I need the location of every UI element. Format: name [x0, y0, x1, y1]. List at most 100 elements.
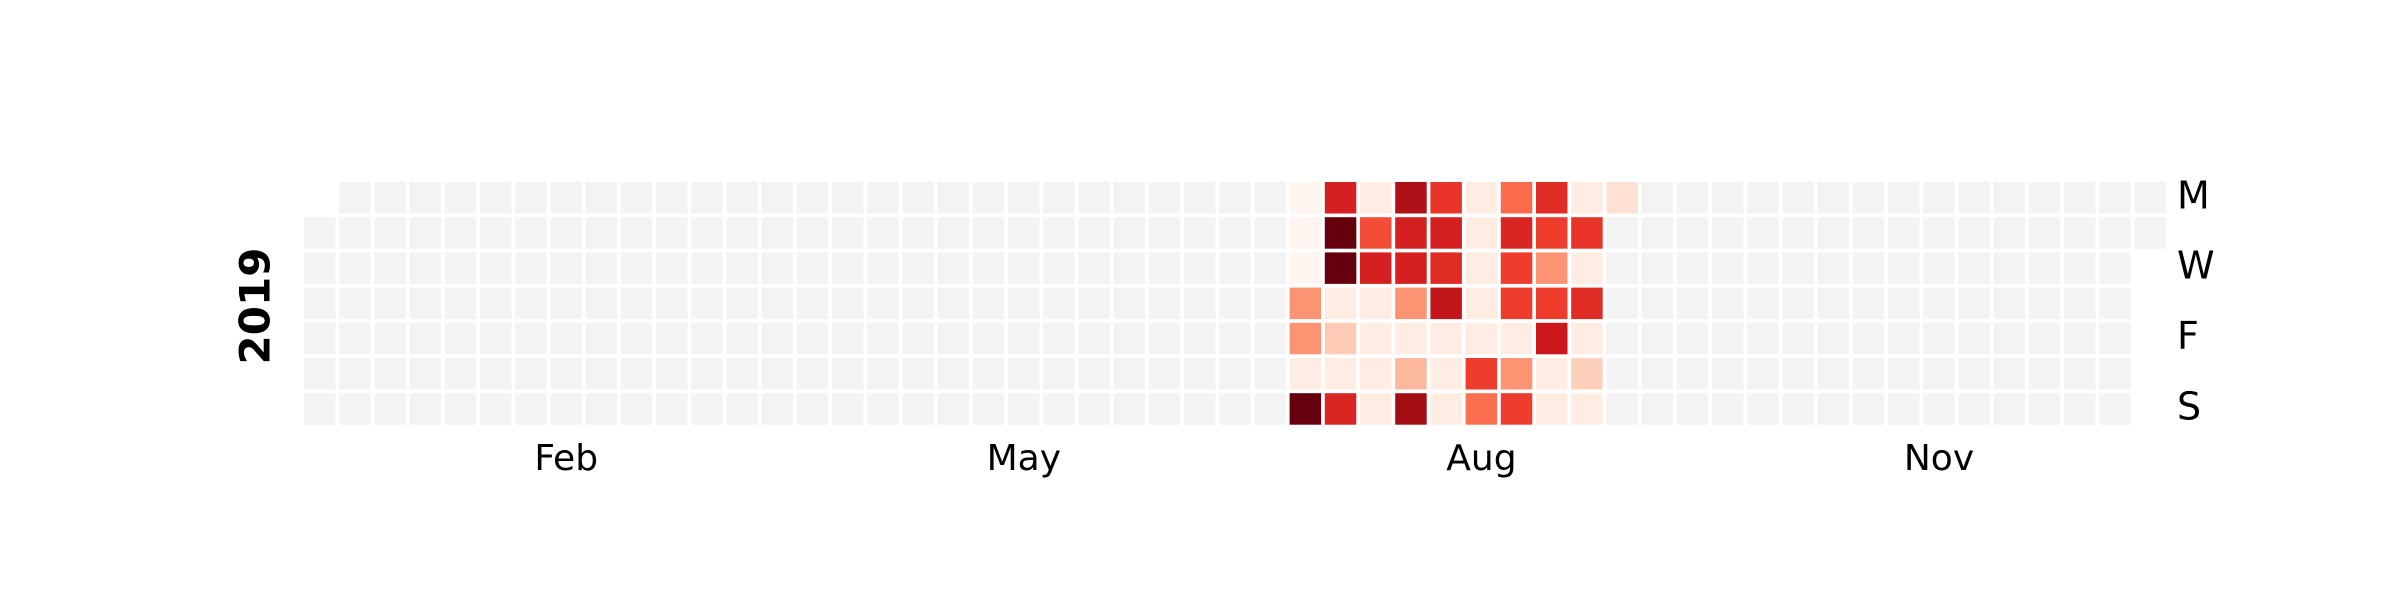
day-cell	[902, 182, 934, 214]
day-cell	[1043, 322, 1075, 355]
day-cell	[796, 252, 829, 284]
day-cell	[1571, 287, 1603, 320]
day-cell	[1712, 252, 1744, 284]
day-cell	[2099, 182, 2131, 214]
day-cell	[2099, 322, 2131, 355]
day-cell	[726, 252, 758, 284]
day-cell	[691, 358, 723, 390]
day-cell	[1148, 393, 1181, 425]
day-cell	[1817, 252, 1850, 284]
day-cell	[726, 217, 758, 249]
day-cell	[480, 217, 512, 249]
day-cell	[1008, 182, 1040, 214]
day-cell	[1958, 252, 1990, 284]
day-cell	[1465, 252, 1498, 284]
day-cell	[937, 393, 970, 425]
day-cell	[374, 217, 406, 249]
day-cell	[1852, 287, 1885, 320]
day-cell	[1923, 358, 1955, 390]
day-cell	[2064, 182, 2096, 214]
day-cell	[1641, 358, 1674, 390]
day-cell	[304, 252, 336, 284]
day-cell	[1465, 287, 1498, 320]
day-cell	[1465, 217, 1498, 249]
day-cell	[1184, 217, 1216, 249]
day-cell	[1958, 322, 1990, 355]
day-cell	[937, 287, 970, 320]
day-cell	[1500, 252, 1533, 284]
day-cell	[1852, 217, 1885, 249]
day-cell	[1641, 182, 1674, 214]
day-cell	[1817, 322, 1850, 355]
day-cell	[1747, 393, 1779, 425]
day-cell	[585, 182, 618, 214]
day-cell	[1148, 252, 1181, 284]
day-cell	[656, 322, 688, 355]
day-cell	[550, 182, 582, 214]
day-cell	[1184, 252, 1216, 284]
day-cell	[1641, 287, 1674, 320]
day-cell	[1254, 182, 1286, 214]
day-cell	[761, 252, 794, 284]
day-cell	[867, 182, 899, 214]
day-cell	[656, 287, 688, 320]
day-cell	[1993, 393, 2026, 425]
day-cell	[515, 217, 547, 249]
day-cell	[761, 217, 794, 249]
day-cell	[409, 322, 442, 355]
day-cell	[1606, 358, 1638, 390]
day-cell	[832, 393, 864, 425]
day-cell	[444, 322, 477, 355]
day-cell	[515, 393, 547, 425]
day-cell	[1852, 252, 1885, 284]
day-cell	[585, 217, 618, 249]
day-cell	[620, 322, 653, 355]
day-cell	[867, 358, 899, 390]
day-cell	[1923, 252, 1955, 284]
day-cell	[1782, 393, 1814, 425]
day-cell	[1712, 287, 1744, 320]
day-label-w: W	[2177, 244, 2215, 288]
day-cell	[444, 182, 477, 214]
day-cell	[1078, 182, 1110, 214]
day-cell	[656, 358, 688, 390]
day-cell	[761, 287, 794, 320]
day-cell	[1430, 252, 1462, 284]
day-cell	[1606, 252, 1638, 284]
day-cell	[1360, 217, 1392, 249]
day-cell	[444, 393, 477, 425]
day-cell	[1747, 252, 1779, 284]
day-cell	[1395, 217, 1427, 249]
day-cell	[339, 358, 371, 390]
day-cell	[374, 252, 406, 284]
day-cell	[1008, 393, 1040, 425]
day-cell	[1676, 217, 1709, 249]
day-label-s: S	[2177, 385, 2201, 429]
day-cell	[1430, 217, 1462, 249]
day-cell	[339, 287, 371, 320]
day-cell	[1888, 252, 1920, 284]
day-cell	[1324, 252, 1357, 284]
day-cell	[2064, 217, 2096, 249]
day-cell	[1888, 322, 1920, 355]
day-cell	[550, 393, 582, 425]
day-cell	[1219, 217, 1251, 249]
day-cell	[902, 287, 934, 320]
day-cell	[550, 322, 582, 355]
day-cell	[1289, 182, 1322, 214]
day-cell	[1747, 322, 1779, 355]
day-label-m: M	[2177, 173, 2210, 217]
day-cell	[867, 287, 899, 320]
day-cell	[1043, 287, 1075, 320]
day-cell	[374, 322, 406, 355]
day-cell	[1571, 322, 1603, 355]
day-cell	[620, 217, 653, 249]
day-cell	[796, 322, 829, 355]
day-cell	[1043, 358, 1075, 390]
day-cell	[796, 358, 829, 390]
day-cell	[585, 393, 618, 425]
day-cell	[761, 182, 794, 214]
day-cell	[726, 358, 758, 390]
day-cell	[1043, 393, 1075, 425]
